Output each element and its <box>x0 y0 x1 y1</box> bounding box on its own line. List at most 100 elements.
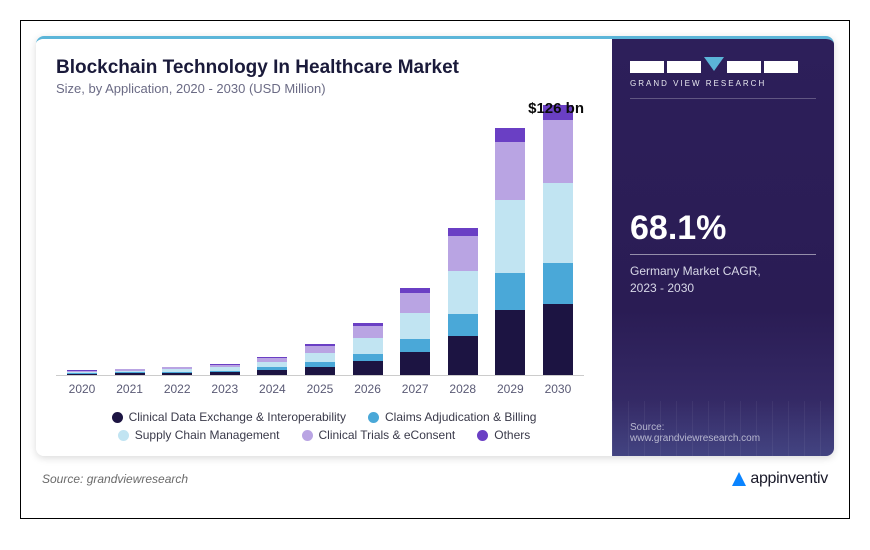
bar-segment <box>495 273 525 310</box>
footer-row: Source: grandviewresearch appinventiv <box>36 470 834 488</box>
bar-segment <box>400 352 430 375</box>
bar-segment <box>543 304 573 375</box>
bar-segment <box>495 200 525 273</box>
x-axis-label: 2024 <box>250 382 294 396</box>
gvr-logo-graphic <box>630 57 816 73</box>
bar-column <box>393 288 437 375</box>
bar-segment <box>305 346 335 353</box>
bar-segment <box>495 128 525 142</box>
bar-segment <box>353 361 383 375</box>
legend-item: Clinical Data Exchange & Interoperabilit… <box>112 410 346 424</box>
bar-segment <box>305 367 335 375</box>
legend-label: Claims Adjudication & Billing <box>385 410 536 424</box>
side-source: Source: www.grandviewresearch.com <box>630 422 816 444</box>
stacked-bar <box>353 323 383 375</box>
bar-segment <box>448 336 478 375</box>
x-axis-label: 2030 <box>536 382 580 396</box>
chart-title: Blockchain Technology In Healthcare Mark… <box>56 57 592 79</box>
bar-column <box>60 370 104 375</box>
bar-segment <box>305 353 335 362</box>
bar-column <box>250 357 294 375</box>
bar-column <box>536 105 580 375</box>
legend-item: Supply Chain Management <box>118 428 280 442</box>
legend-item: Others <box>477 428 530 442</box>
x-axis-label: 2023 <box>203 382 247 396</box>
x-axis-label: 2028 <box>441 382 485 396</box>
cagr-block: 68.1% Germany Market CAGR, 2023 - 2030 <box>630 209 816 297</box>
bar-segment <box>495 142 525 200</box>
legend-label: Clinical Data Exchange & Interoperabilit… <box>129 410 346 424</box>
side-panel: GRAND VIEW RESEARCH 68.1% Germany Market… <box>612 39 834 456</box>
stacked-bar <box>495 128 525 375</box>
bar-segment <box>495 310 525 375</box>
x-axis-label: 2026 <box>346 382 390 396</box>
bar-column <box>155 367 199 375</box>
chart-panel: Blockchain Technology In Healthcare Mark… <box>36 39 612 456</box>
chart-card: Blockchain Technology In Healthcare Mark… <box>36 36 834 456</box>
bar-segment <box>543 120 573 183</box>
legend-swatch <box>118 430 129 441</box>
bar-segment <box>400 313 430 339</box>
stacked-bar <box>115 369 145 375</box>
bar-column <box>488 128 532 375</box>
bar-segment <box>162 373 192 375</box>
legend-swatch <box>112 412 123 423</box>
bar-segment <box>353 326 383 338</box>
cagr-label: Germany Market CAGR, 2023 - 2030 <box>630 263 816 297</box>
legend-swatch <box>368 412 379 423</box>
bar-segment <box>257 370 287 375</box>
stacked-bar <box>543 105 573 375</box>
bar-segment <box>448 228 478 236</box>
chart-subtitle: Size, by Application, 2020 - 2030 (USD M… <box>56 81 592 96</box>
bar-column <box>441 228 485 375</box>
chart-legend: Clinical Data Exchange & Interoperabilit… <box>56 410 592 442</box>
stacked-bar <box>305 344 335 375</box>
x-axis-label: 2025 <box>298 382 342 396</box>
bar-column <box>298 344 342 375</box>
bar-segment <box>448 236 478 270</box>
bar-segment <box>400 339 430 352</box>
bar-segment <box>115 373 145 375</box>
appinventiv-icon <box>732 472 746 486</box>
x-axis-label: 2027 <box>393 382 437 396</box>
bar-segment <box>353 354 383 362</box>
bar-column <box>346 323 390 375</box>
cagr-value: 68.1% <box>630 209 816 255</box>
bar-segment <box>67 374 97 375</box>
bar-segment <box>400 293 430 313</box>
appinventiv-logo: appinventiv <box>732 470 828 488</box>
x-axis-label: 2022 <box>155 382 199 396</box>
stacked-bar <box>448 228 478 375</box>
bar-segment <box>543 183 573 263</box>
stacked-bar <box>400 288 430 375</box>
legend-item: Claims Adjudication & Billing <box>368 410 536 424</box>
legend-label: Supply Chain Management <box>135 428 280 442</box>
gvr-brand-text: GRAND VIEW RESEARCH <box>630 79 816 88</box>
legend-label: Others <box>494 428 530 442</box>
legend-swatch <box>302 430 313 441</box>
bar-segment <box>448 271 478 314</box>
bar-segment <box>448 314 478 336</box>
bar-segment <box>543 263 573 303</box>
peak-value-label: $126 bn <box>528 100 584 117</box>
stacked-bar <box>67 370 97 375</box>
bar-column <box>108 369 152 375</box>
bar-segment <box>210 372 240 375</box>
bar-column <box>203 364 247 375</box>
bar-segment <box>353 338 383 353</box>
legend-swatch <box>477 430 488 441</box>
legend-label: Clinical Trials & eConsent <box>319 428 456 442</box>
chart-area: $126 bn <box>56 106 584 376</box>
stacked-bar <box>257 357 287 375</box>
x-axis-label: 2020 <box>60 382 104 396</box>
x-axis-label: 2029 <box>488 382 532 396</box>
outer-container: Blockchain Technology In Healthcare Mark… <box>20 20 850 519</box>
stacked-bar <box>210 364 240 375</box>
stacked-bar <box>162 367 192 375</box>
x-axis-label: 2021 <box>108 382 152 396</box>
appinventiv-text: appinventiv <box>750 470 828 488</box>
legend-item: Clinical Trials & eConsent <box>302 428 456 442</box>
gvr-logo: GRAND VIEW RESEARCH <box>630 57 816 109</box>
x-axis-labels: 2020 20212022 20232024 2025 20262027 20282029… <box>56 376 584 396</box>
source-text: Source: grandviewresearch <box>42 472 188 486</box>
